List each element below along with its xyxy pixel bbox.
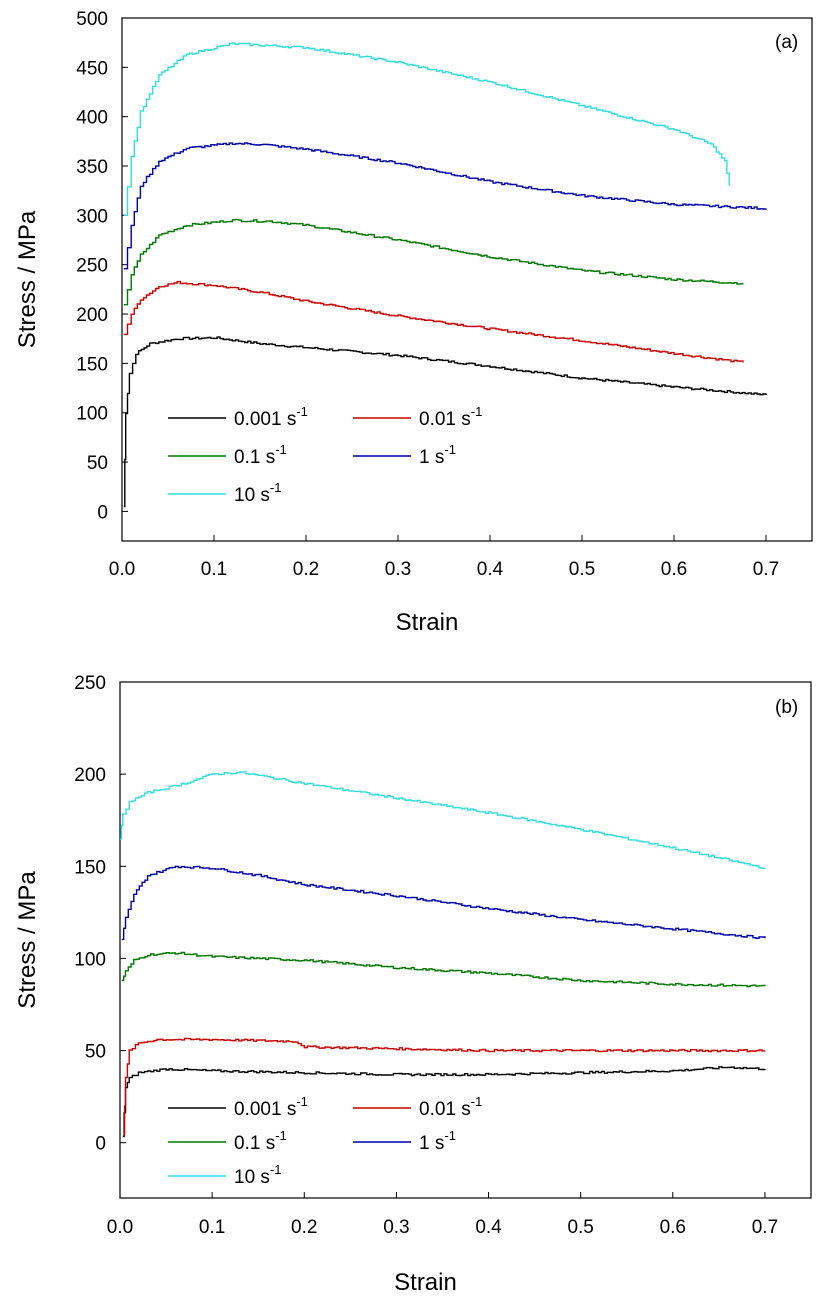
legend-label-superscript: -1: [275, 1128, 287, 1143]
chart-panel-b: 0 50 100 150 200 250 0.0 0.1 0.2 0.3 0.4 0.5 0.6 0.7 S…: [14, 673, 812, 1296]
series-line-2: [121, 951, 766, 988]
x-tick-label: 0.4: [475, 1217, 502, 1238]
legend-label: 10 s-1: [234, 480, 281, 506]
series-line-4: [123, 42, 730, 216]
legend-label: 0.001 s-1: [234, 1094, 308, 1120]
x-tick-label: 0.6: [661, 559, 687, 580]
y-tick-label: 250: [76, 256, 108, 277]
y-tick-label: 450: [76, 58, 108, 79]
x-tick-label: 0.4: [477, 559, 504, 580]
y-tick-label: 50: [87, 453, 108, 474]
y-tick-label: 150: [74, 857, 106, 878]
x-tick-label: 0.3: [383, 1217, 409, 1238]
x-tick-label: 0.7: [752, 1217, 778, 1238]
y-tick-label: 0: [95, 1134, 106, 1155]
panel-label: (b): [775, 697, 798, 718]
plot-frame: [121, 17, 813, 542]
series-line-0: [123, 336, 767, 508]
legend-label-superscript: -1: [471, 404, 483, 419]
legend-label-superscript: -1: [471, 1094, 483, 1109]
legend-label: 0.1 s-1: [234, 442, 287, 468]
y-tick-label: 0: [97, 502, 108, 523]
x-tick-label: 0.2: [291, 1217, 317, 1238]
chart-panel-a: 0 50 100 150 200 250 300 350 400 450 500 0.0 0.1 0.2 0…: [14, 9, 813, 636]
legend-label-superscript: -1: [296, 404, 308, 419]
x-tick-label: 0.1: [199, 1217, 225, 1238]
x-tick-label: 0.5: [569, 559, 595, 580]
y-tick-label: 350: [76, 157, 108, 178]
legend-label: 0.01 s-1: [419, 1094, 482, 1120]
legend-label-superscript: -1: [270, 480, 282, 495]
legend: 0.001 s-1 0.01 s-1 0.1 s-1 1 s-1 10 s-1: [168, 1094, 482, 1188]
y-tick-label: 50: [85, 1042, 106, 1063]
series-line-2: [123, 218, 744, 306]
x-tick-label: 0.5: [567, 1217, 593, 1238]
x-tick-label: 0.0: [109, 559, 135, 580]
x-tick-label: 0.3: [385, 559, 411, 580]
y-tick-label: 300: [76, 206, 108, 227]
y-tick-label: 150: [76, 354, 108, 375]
y-tick-label: 200: [76, 305, 108, 326]
panel-label: (a): [775, 32, 798, 53]
y-tick-label: 500: [76, 9, 108, 30]
y-tick-label: 250: [74, 673, 106, 694]
legend-label-superscript: -1: [275, 442, 287, 457]
y-tick-label: 200: [74, 765, 106, 786]
legend-label: 0.001 s-1: [234, 404, 308, 430]
x-axis-label: Strain: [394, 1269, 457, 1296]
legend-label: 1 s-1: [419, 442, 456, 468]
legend-label: 10 s-1: [234, 1162, 281, 1188]
legend-label-superscript: -1: [444, 1128, 456, 1143]
series-line-1: [123, 280, 744, 363]
y-tick-label: 100: [74, 949, 106, 970]
y-tick-label: 400: [76, 108, 108, 129]
legend-label: 0.01 s-1: [419, 404, 482, 430]
y-tick-label: 100: [76, 404, 108, 425]
series-line-0: [122, 1066, 766, 1138]
legend-label: 0.1 s-1: [234, 1128, 287, 1154]
legend-label-superscript: -1: [270, 1162, 282, 1177]
series-line-3: [121, 865, 766, 941]
y-axis-label: Stress / MPa: [14, 210, 41, 348]
y-axis-label: Stress / MPa: [14, 871, 41, 1009]
legend-label-superscript: -1: [444, 442, 456, 457]
series-line-1: [123, 1037, 766, 1135]
plot-frame: [119, 681, 812, 1199]
legend-label: 1 s-1: [419, 1128, 456, 1154]
legend-label-superscript: -1: [296, 1094, 308, 1109]
legend: 0.001 s-1 0.01 s-1 0.1 s-1 1 s-1 10 s-1: [168, 404, 482, 506]
x-tick-label: 0.6: [660, 1217, 686, 1238]
x-tick-label: 0.1: [201, 559, 227, 580]
x-tick-label: 0.2: [293, 559, 319, 580]
series-line-4: [120, 771, 766, 869]
x-tick-label: 0.0: [107, 1217, 133, 1238]
x-tick-label: 0.7: [753, 559, 779, 580]
series-line-3: [123, 142, 767, 270]
x-axis-label: Strain: [396, 609, 459, 636]
